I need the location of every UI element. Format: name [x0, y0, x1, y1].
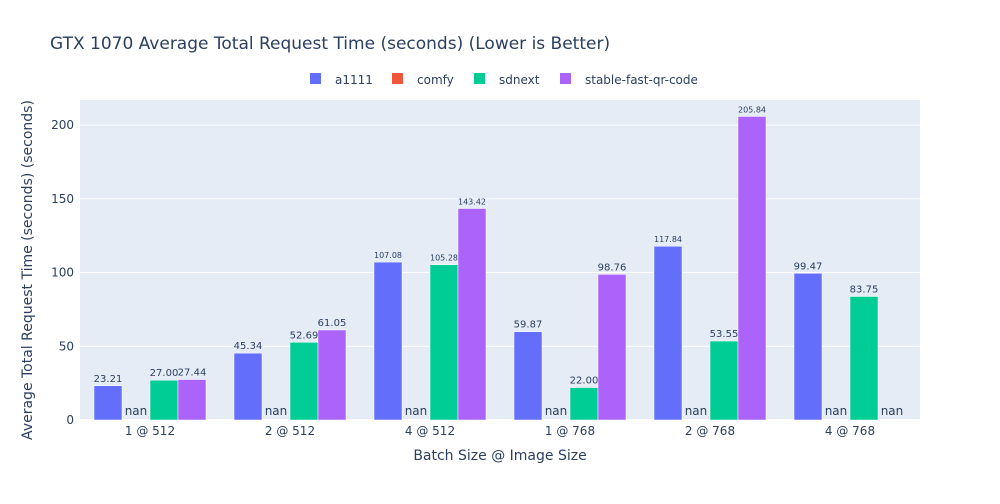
bar	[849, 296, 879, 421]
data-label: 27.44	[178, 368, 207, 379]
y-axis-title: Average Total Request Time (seconds) (se…	[20, 100, 36, 440]
data-label: 53.55	[710, 329, 739, 340]
bar	[737, 116, 767, 421]
x-tick-label: 4 @ 512	[405, 424, 455, 438]
data-label: 107.08	[374, 251, 402, 260]
bar	[709, 340, 739, 421]
legend-label: a1111	[335, 73, 373, 87]
data-label: 83.75	[850, 284, 879, 295]
y-tick-label: 150	[51, 192, 74, 206]
y-tick-label: 200	[51, 118, 74, 132]
bar	[149, 379, 179, 421]
data-label: 143.42	[458, 198, 486, 207]
data-label: 52.69	[290, 330, 319, 341]
x-tick-label: 2 @ 768	[685, 424, 735, 438]
y-tick-label: 100	[51, 266, 74, 280]
y-tick-label: 50	[59, 339, 74, 353]
x-tick-label: 2 @ 512	[265, 424, 315, 438]
data-label: 99.47	[794, 261, 823, 272]
data-label: 117.84	[654, 235, 682, 244]
legend-label: comfy	[417, 73, 454, 87]
data-label: 45.34	[234, 341, 263, 352]
bar	[569, 387, 599, 421]
bar	[317, 329, 347, 421]
data-label: 98.76	[598, 262, 627, 273]
bar	[793, 273, 823, 421]
x-tick-label: 4 @ 768	[825, 424, 875, 438]
bar	[289, 342, 319, 421]
legend-label: stable-fast-qr-code	[585, 73, 698, 87]
bar	[233, 352, 263, 421]
x-tick-label: 1 @ 512	[125, 424, 175, 438]
bar	[177, 379, 207, 421]
missing-value-label: nan	[685, 404, 708, 418]
legend-swatch	[392, 73, 403, 84]
bar	[457, 208, 487, 421]
bar	[597, 274, 627, 421]
y-tick-label: 0	[66, 413, 74, 427]
bar	[373, 261, 403, 421]
x-tick-label: 1 @ 768	[545, 424, 595, 438]
data-label: 27.00	[150, 368, 179, 379]
missing-value-label: nan	[265, 404, 288, 418]
bar	[653, 245, 683, 421]
bar	[429, 264, 459, 421]
data-label: 105.28	[430, 254, 458, 263]
missing-value-label: nan	[545, 404, 568, 418]
legend-swatch	[474, 73, 485, 84]
data-label: 22.00	[570, 376, 599, 387]
legend-swatch	[560, 73, 571, 84]
chart-title: GTX 1070 Average Total Request Time (sec…	[50, 34, 611, 54]
data-label: 205.84	[738, 105, 766, 114]
legend-swatch	[310, 73, 321, 84]
missing-value-label: nan	[825, 404, 848, 418]
x-axis-title: Batch Size @ Image Size	[413, 448, 586, 464]
data-label: 59.87	[514, 320, 543, 331]
data-label: 61.05	[318, 318, 347, 329]
data-label: 23.21	[94, 374, 123, 385]
missing-value-label: nan	[405, 404, 428, 418]
bar	[93, 385, 123, 421]
missing-value-label: nan	[125, 404, 148, 418]
missing-value-label: nan	[881, 404, 904, 418]
legend-label: sdnext	[499, 73, 540, 87]
bar	[513, 331, 543, 421]
plot-area	[80, 100, 920, 420]
